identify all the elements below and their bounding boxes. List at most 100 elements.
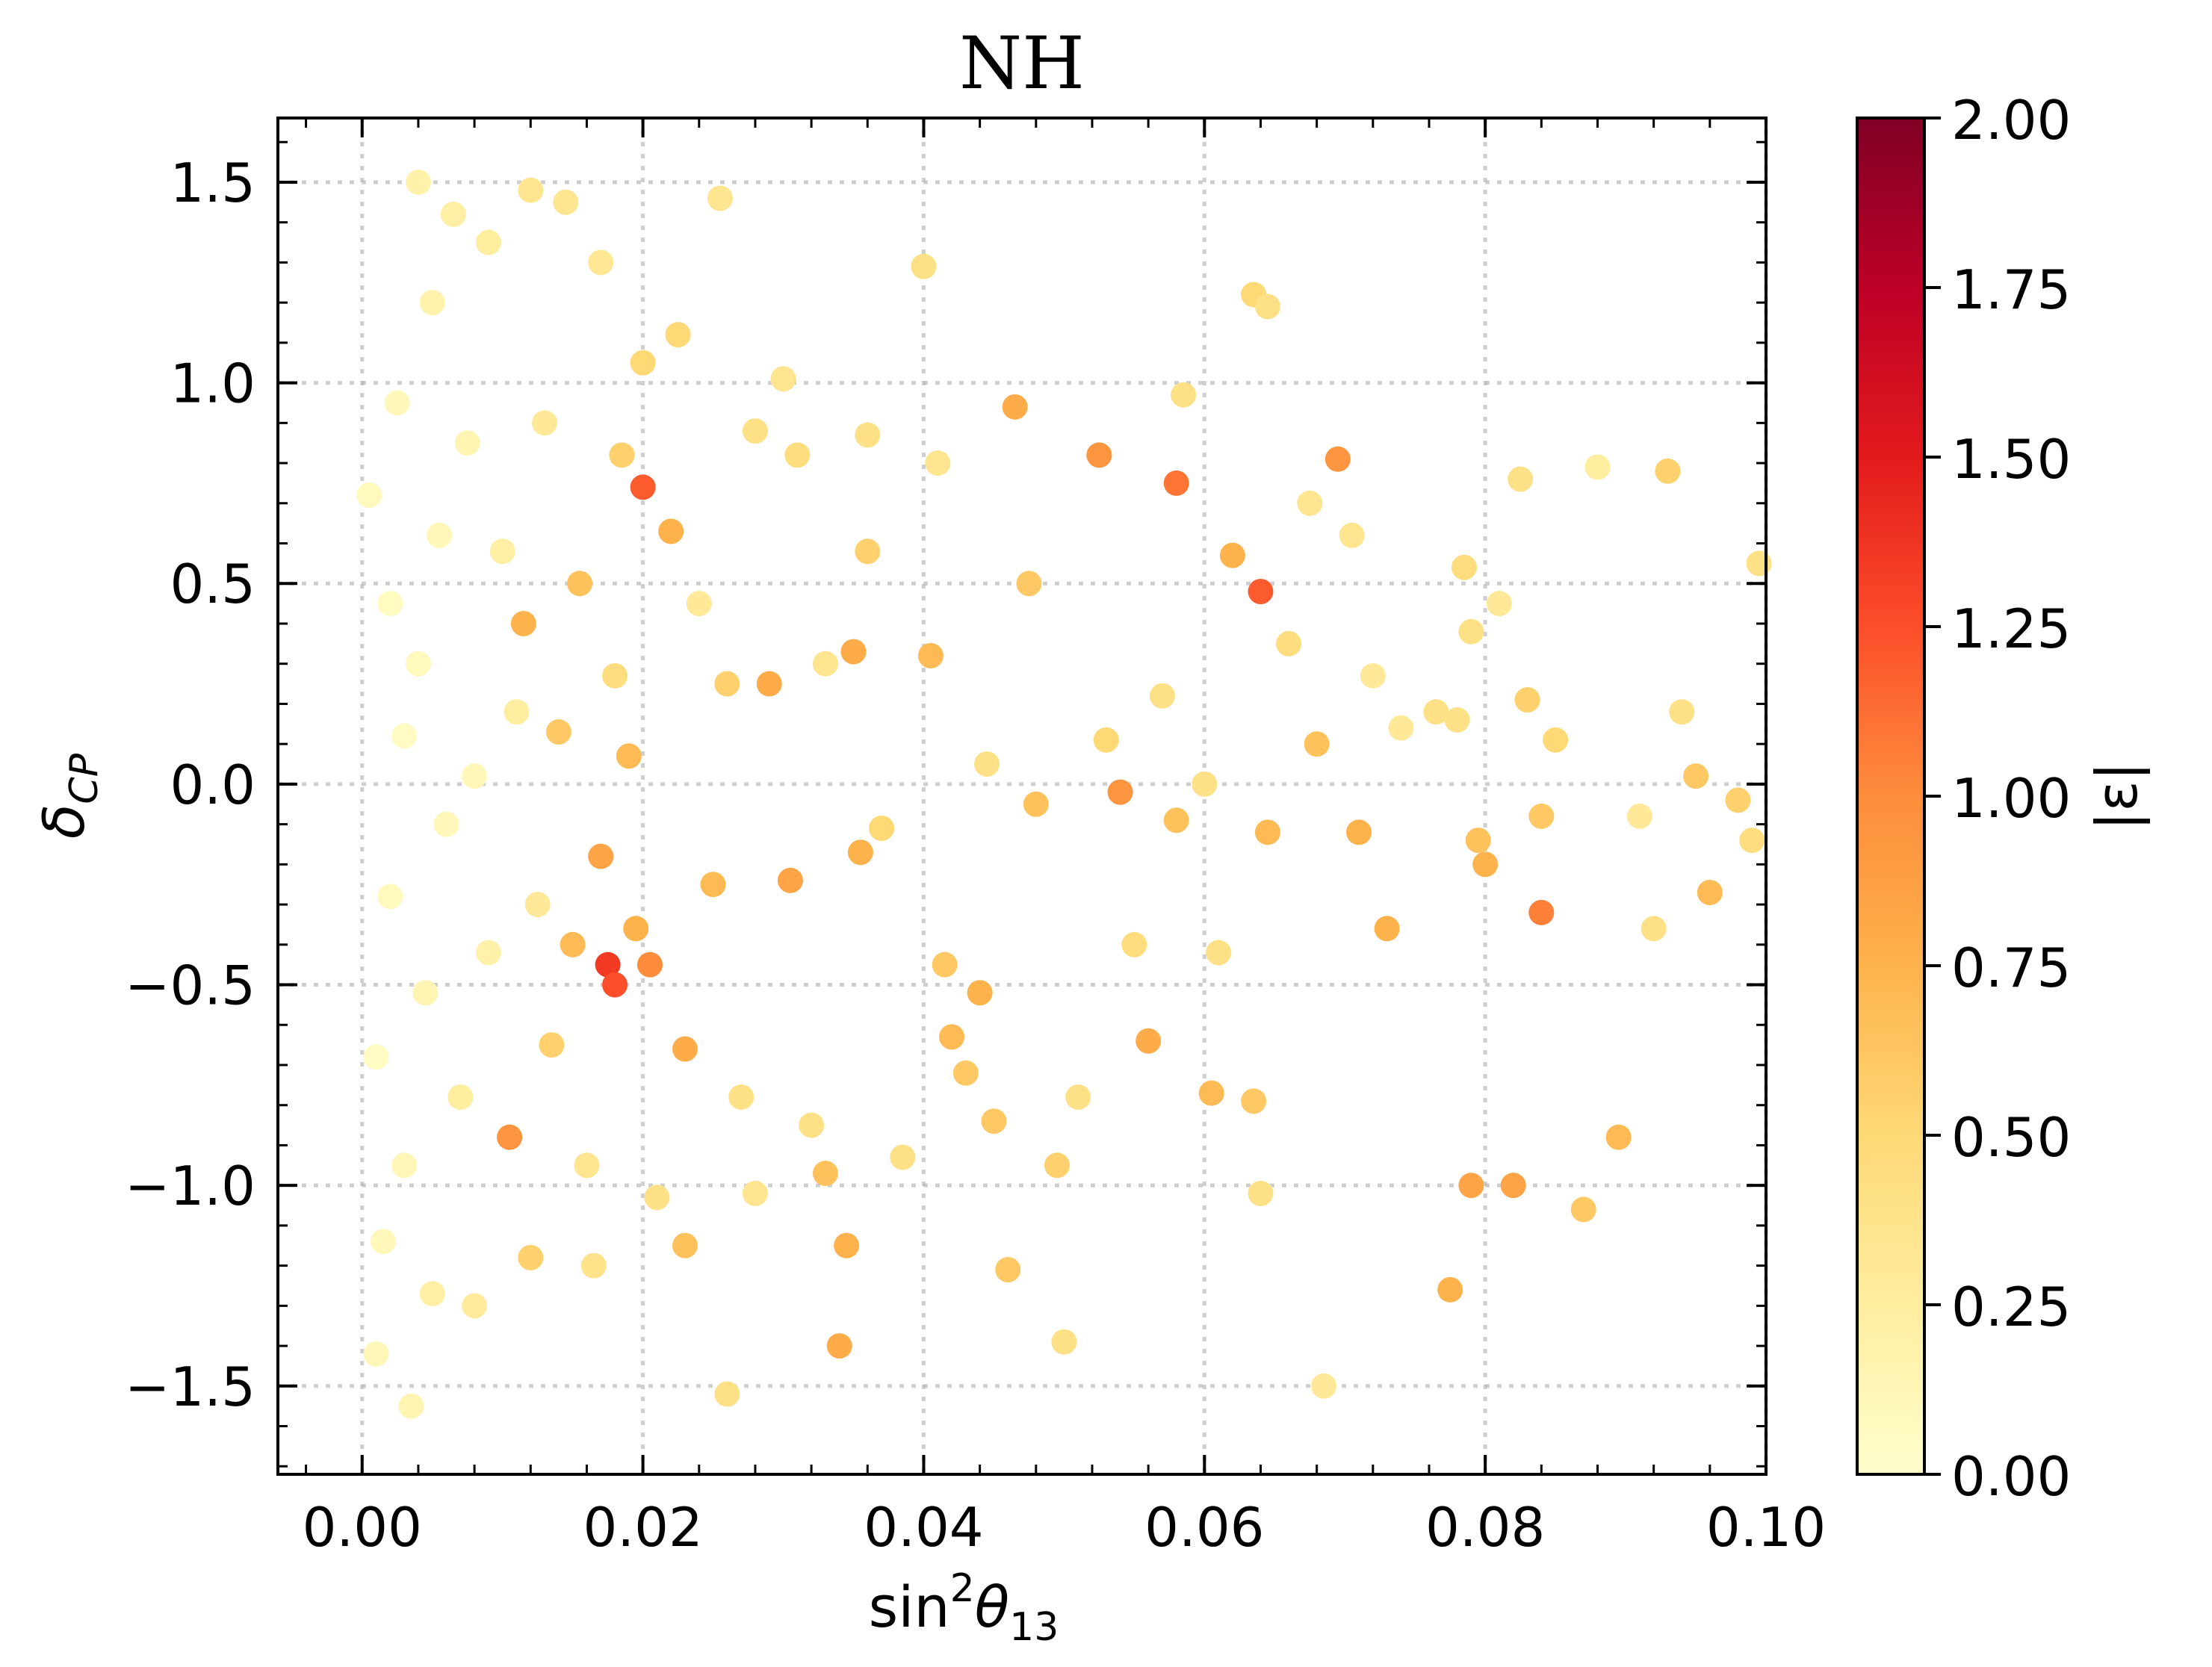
data-point	[644, 1185, 670, 1211]
data-point	[433, 811, 459, 837]
data-point	[855, 538, 881, 565]
data-point	[616, 743, 642, 769]
y-tick-label: −0.5	[125, 954, 255, 1017]
y-axis-title: δCP	[31, 753, 107, 839]
data-point	[834, 1232, 860, 1258]
y-tick-label: 0.0	[170, 754, 255, 816]
data-point	[1065, 1084, 1091, 1110]
data-point	[1605, 1124, 1632, 1150]
data-point	[925, 450, 951, 476]
data-point	[995, 1256, 1021, 1282]
data-point	[497, 1124, 523, 1150]
data-point	[462, 763, 488, 789]
data-point	[1669, 699, 1695, 725]
x-tick-label: 0.08	[1425, 1496, 1545, 1559]
data-point	[1746, 550, 1772, 577]
data-point	[609, 442, 635, 468]
data-point	[812, 1161, 838, 1187]
colorbar-tick-label: 1.50	[1951, 428, 2071, 491]
data-point	[1086, 442, 1112, 468]
colorbar-tick-label: 1.00	[1951, 767, 2071, 830]
data-point	[1297, 490, 1323, 516]
colorbar	[1856, 117, 1926, 1476]
colorbar-tick-label: 0.50	[1951, 1106, 2071, 1169]
data-point	[1339, 522, 1365, 548]
data-point	[1570, 1196, 1596, 1223]
data-point	[553, 189, 579, 215]
data-point	[1107, 779, 1133, 805]
data-point	[363, 1044, 389, 1070]
data-point	[405, 169, 431, 195]
data-point	[440, 201, 466, 227]
data-point	[1346, 819, 1372, 845]
y-tick-label: 1.5	[170, 152, 255, 214]
data-point	[574, 1152, 600, 1179]
data-point	[405, 651, 431, 677]
data-point	[1655, 458, 1681, 484]
data-point	[1023, 791, 1049, 817]
data-point	[812, 651, 838, 677]
data-point	[489, 538, 515, 565]
data-point	[384, 390, 410, 416]
data-point	[588, 843, 614, 869]
data-point	[1016, 571, 1042, 597]
data-point	[1458, 1173, 1484, 1199]
data-point	[504, 699, 530, 725]
data-point	[1241, 1088, 1267, 1114]
data-point	[595, 952, 621, 978]
data-point	[1248, 578, 1274, 604]
data-point	[855, 422, 881, 448]
data-point	[707, 185, 733, 211]
data-point	[475, 229, 501, 255]
colorbar-tick-label: 1.25	[1951, 597, 2071, 660]
data-point	[1641, 916, 1667, 942]
plot-frame	[276, 117, 1768, 1476]
data-point	[462, 1293, 488, 1319]
data-point	[742, 418, 768, 444]
data-point	[770, 366, 796, 392]
data-point	[714, 671, 740, 697]
data-point	[567, 571, 593, 597]
data-point	[427, 522, 453, 548]
data-point	[756, 671, 782, 697]
data-point	[672, 1036, 698, 1062]
data-point	[777, 867, 803, 893]
data-point	[665, 322, 691, 348]
data-point	[672, 1232, 698, 1258]
data-point	[1514, 687, 1540, 713]
data-point	[917, 642, 944, 668]
x-tick-label: 0.00	[303, 1496, 422, 1559]
data-point	[1374, 916, 1400, 942]
data-point	[524, 892, 551, 918]
data-point	[588, 249, 614, 276]
x-tick-label: 0.04	[864, 1496, 983, 1559]
data-point	[419, 1281, 445, 1307]
data-point	[1093, 727, 1119, 753]
data-point	[1458, 618, 1484, 645]
data-point	[1423, 699, 1449, 725]
data-point	[1465, 828, 1491, 854]
gridlines	[278, 118, 1768, 1474]
data-point	[1121, 931, 1147, 957]
data-point	[1254, 294, 1280, 320]
data-point	[1304, 731, 1330, 757]
data-point	[630, 474, 656, 500]
y-tick-label: 0.5	[170, 553, 255, 615]
data-point	[1276, 630, 1302, 656]
data-point	[377, 591, 403, 617]
data-point	[939, 1024, 965, 1050]
data-point	[826, 1333, 852, 1359]
data-points	[356, 169, 1772, 1419]
data-point	[714, 1381, 740, 1407]
data-point	[1584, 454, 1611, 480]
data-point	[1739, 828, 1765, 854]
data-point	[370, 1229, 396, 1255]
data-point	[532, 410, 558, 436]
colorbar-ticks: 0.00 0.25 0.50 0.75 1.00 1.25 1.50 1.75 2.00	[1924, 89, 2071, 1508]
data-point	[1051, 1329, 1077, 1355]
data-point	[630, 350, 656, 376]
colorbar-tick-label: 1.75	[1951, 258, 2071, 321]
data-point	[1163, 470, 1189, 496]
data-point	[869, 815, 895, 841]
data-point	[1725, 787, 1751, 813]
